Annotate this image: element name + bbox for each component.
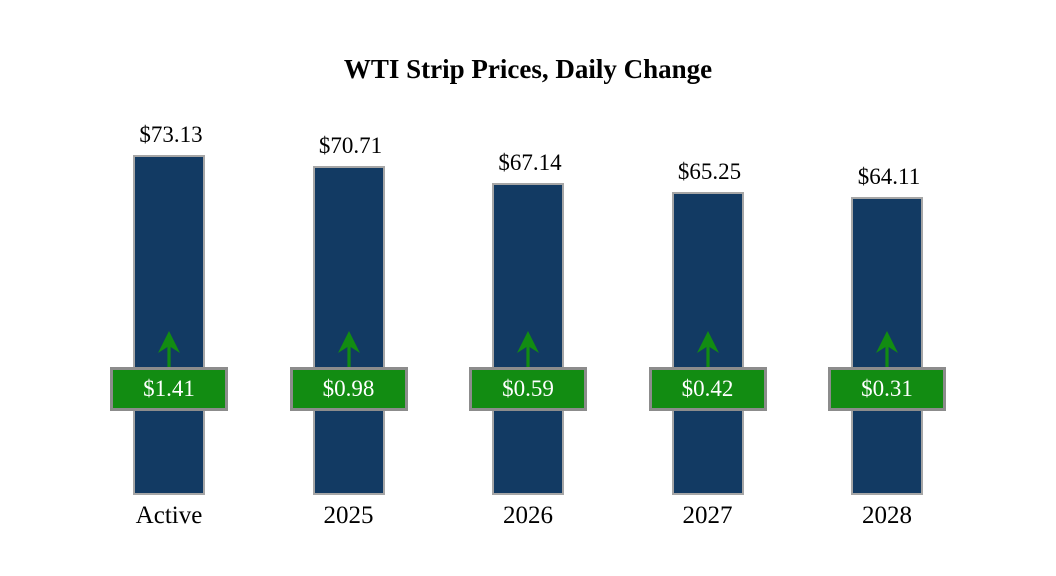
- bar-value-label: $70.71: [318, 133, 383, 158]
- x-axis-label: 2028: [862, 502, 912, 529]
- daily-change-value: $0.59: [502, 376, 554, 401]
- up-arrow-icon: [158, 331, 180, 367]
- x-axis-label: Active: [135, 502, 203, 529]
- x-axis-label: 2025: [323, 502, 374, 529]
- bar-value-label: $67.14: [498, 150, 562, 175]
- up-arrow-icon: [876, 331, 898, 367]
- daily-change-badge: $1.41: [110, 367, 228, 411]
- daily-change-badge: $0.59: [469, 367, 587, 411]
- daily-change-value: $0.98: [322, 376, 375, 401]
- bar-value-label: $65.25: [677, 159, 742, 184]
- x-axis-label: 2026: [503, 502, 553, 529]
- price-bar: [133, 155, 205, 495]
- daily-change-value: $1.41: [143, 376, 195, 401]
- up-arrow-icon: [696, 331, 719, 367]
- daily-change-badge: $0.98: [289, 367, 408, 411]
- price-bar: [312, 166, 385, 495]
- up-arrow-icon: [337, 331, 360, 367]
- daily-change-value: $0.42: [681, 376, 734, 401]
- daily-change-value: $0.31: [861, 376, 913, 401]
- bar-value-label: $73.13: [139, 122, 203, 147]
- daily-change-badge: $0.31: [828, 367, 946, 411]
- price-bar: [671, 192, 744, 495]
- up-arrow-icon: [517, 331, 539, 367]
- daily-change-badge: $0.42: [648, 367, 767, 411]
- bar-value-label: $64.11: [857, 164, 921, 189]
- chart-title: WTI Strip Prices, Daily Change: [343, 54, 713, 84]
- x-axis-label: 2027: [682, 502, 733, 529]
